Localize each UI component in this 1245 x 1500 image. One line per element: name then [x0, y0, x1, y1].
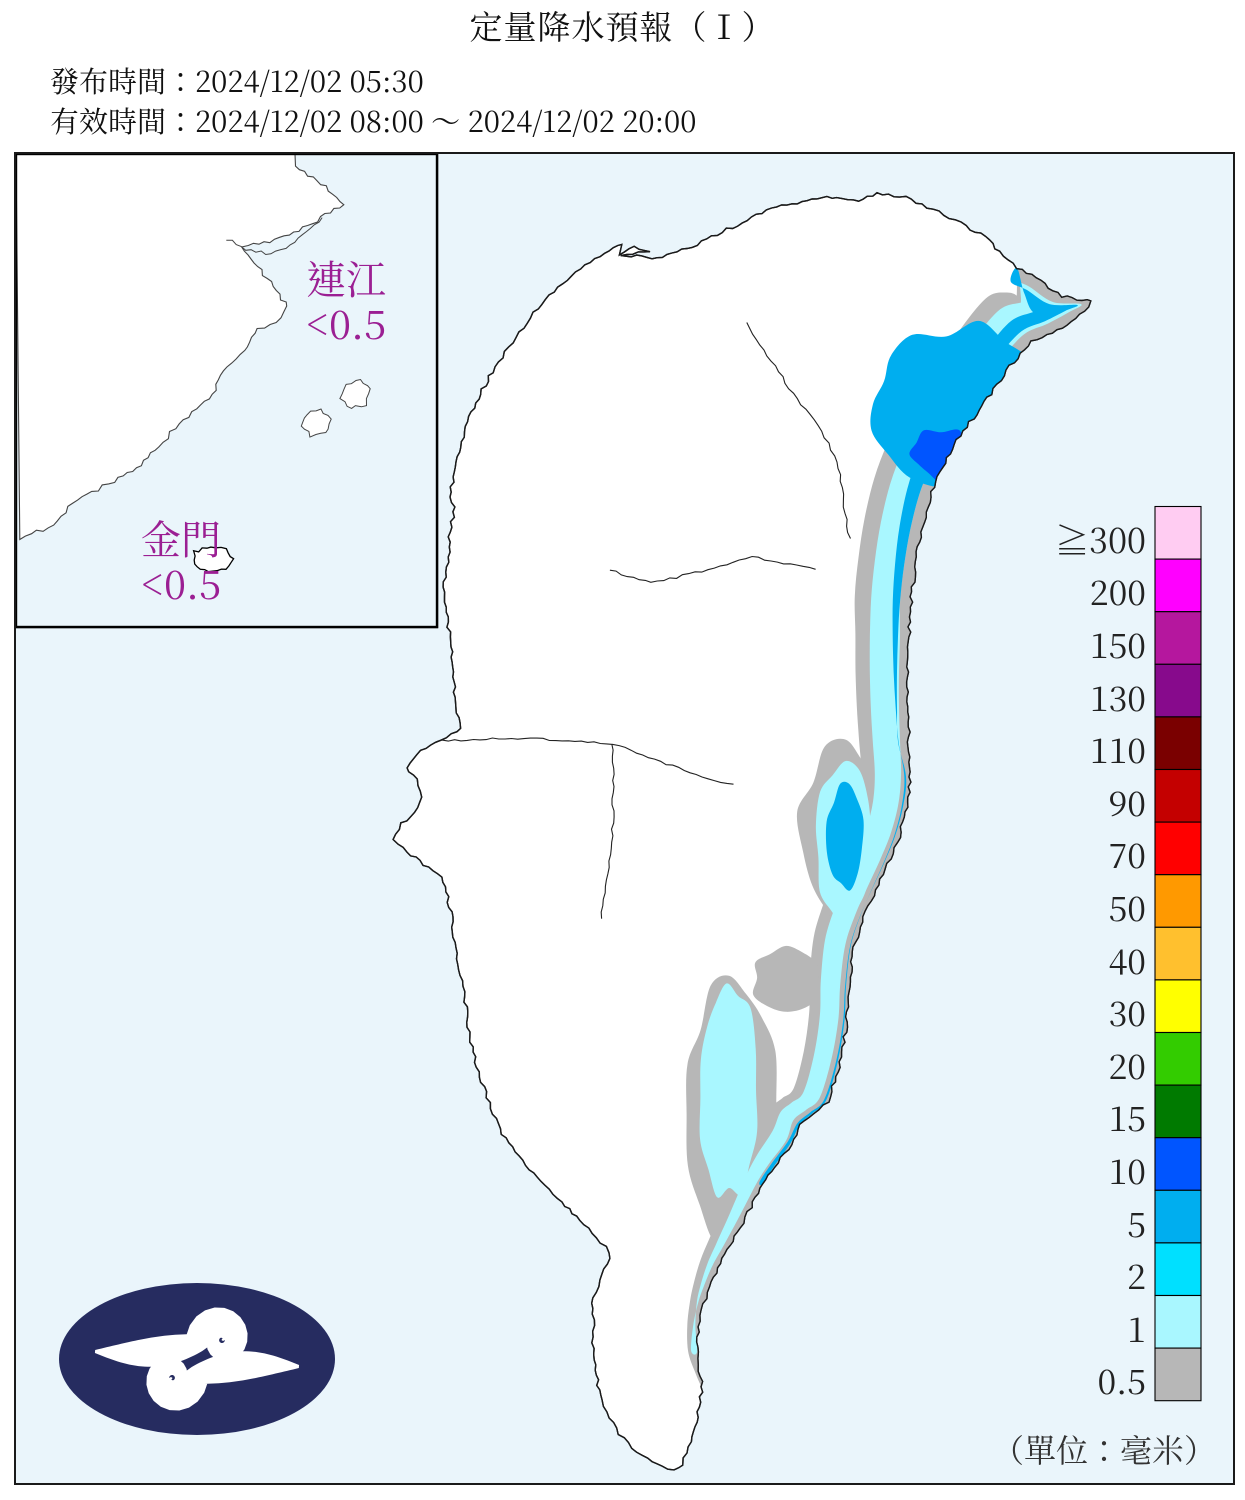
- svg-text:<0.5: <0.5: [306, 294, 386, 351]
- svg-text:<0.5: <0.5: [141, 554, 221, 611]
